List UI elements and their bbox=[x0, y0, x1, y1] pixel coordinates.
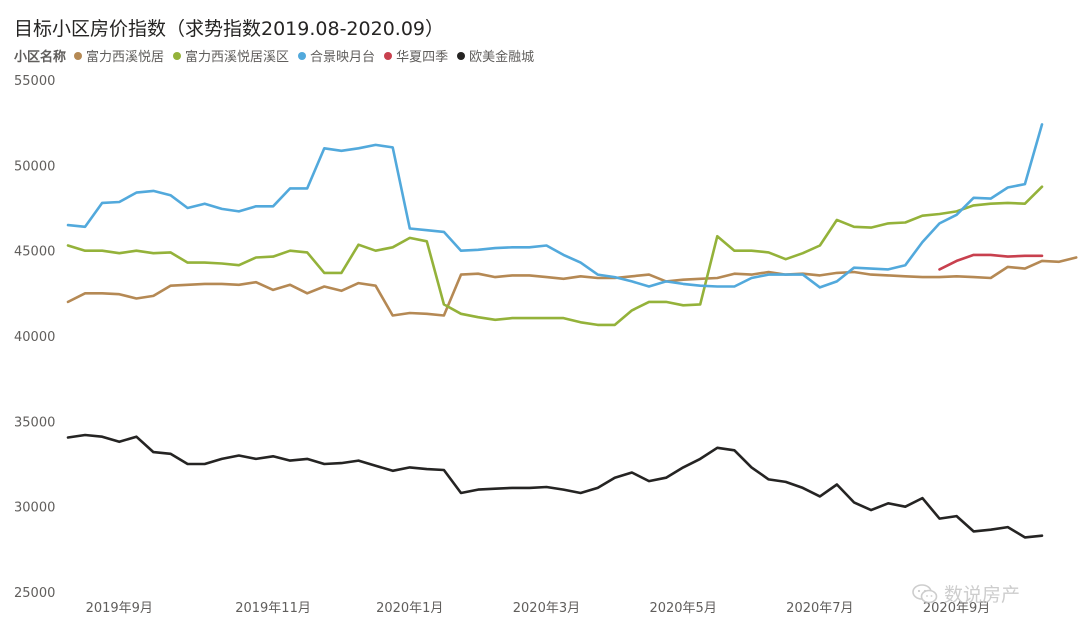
legend-label: 富力西溪悦居 bbox=[86, 50, 165, 65]
wechat-icon bbox=[912, 583, 938, 603]
watermark: 数说房产 bbox=[912, 580, 1020, 607]
x-tick-label: 2019年9月 bbox=[86, 601, 153, 616]
legend-items: 富力西溪悦居 富力西溪悦居溪区 合景映月台 华夏四季 欧美金融城 bbox=[74, 46, 543, 65]
legend-marker bbox=[457, 51, 466, 60]
legend-label: 欧美金融城 bbox=[469, 50, 535, 65]
y-tick-label: 55000 bbox=[14, 74, 55, 89]
y-tick-label: 40000 bbox=[14, 330, 55, 345]
series-line-4 bbox=[938, 253, 1044, 271]
y-tick-label: 45000 bbox=[14, 245, 55, 260]
legend-marker bbox=[173, 51, 182, 60]
legend-marker bbox=[74, 51, 83, 60]
y-tick-label: 30000 bbox=[14, 501, 55, 516]
legend-marker bbox=[384, 51, 393, 60]
legend-item: 合景映月台 bbox=[298, 46, 375, 65]
legend-label: 合景映月台 bbox=[310, 50, 376, 65]
y-tick-label: 50000 bbox=[14, 159, 55, 174]
legend-label: 富力西溪悦居溪区 bbox=[185, 50, 290, 65]
legend-item: 华夏四季 bbox=[384, 46, 448, 65]
x-tick-label: 2020年7月 bbox=[786, 601, 853, 616]
legend-item: 富力西溪悦居 bbox=[74, 46, 164, 65]
legend-title: 小区名称 bbox=[14, 50, 67, 65]
x-tick-label: 2020年1月 bbox=[376, 601, 443, 616]
legend-item: 欧美金融城 bbox=[457, 46, 534, 65]
series-line-5 bbox=[66, 433, 1044, 539]
y-tick-label: 35000 bbox=[14, 415, 55, 430]
legend-label: 华夏四季 bbox=[396, 50, 449, 65]
watermark-text: 数说房产 bbox=[944, 584, 1021, 606]
x-tick-label: 2020年5月 bbox=[649, 601, 716, 616]
x-tick-label: 2019年11月 bbox=[235, 601, 311, 616]
x-tick-label: 2020年3月 bbox=[513, 601, 580, 616]
chart-title: 目标小区房价指数（求势指数2019.08-2020.09） bbox=[14, 18, 444, 40]
series-line-3 bbox=[66, 123, 1044, 289]
x-tick-label: 2020年9月 bbox=[923, 601, 990, 616]
legend: 小区名称 富力西溪悦居 富力西溪悦居溪区 合景映月台 华夏四季 欧美金融城 bbox=[14, 46, 543, 65]
legend-marker bbox=[298, 51, 307, 60]
series-line-1 bbox=[66, 256, 1078, 317]
y-tick-label: 25000 bbox=[14, 586, 55, 601]
series-line-2 bbox=[66, 185, 1044, 327]
legend-item: 富力西溪悦居溪区 bbox=[173, 46, 289, 65]
